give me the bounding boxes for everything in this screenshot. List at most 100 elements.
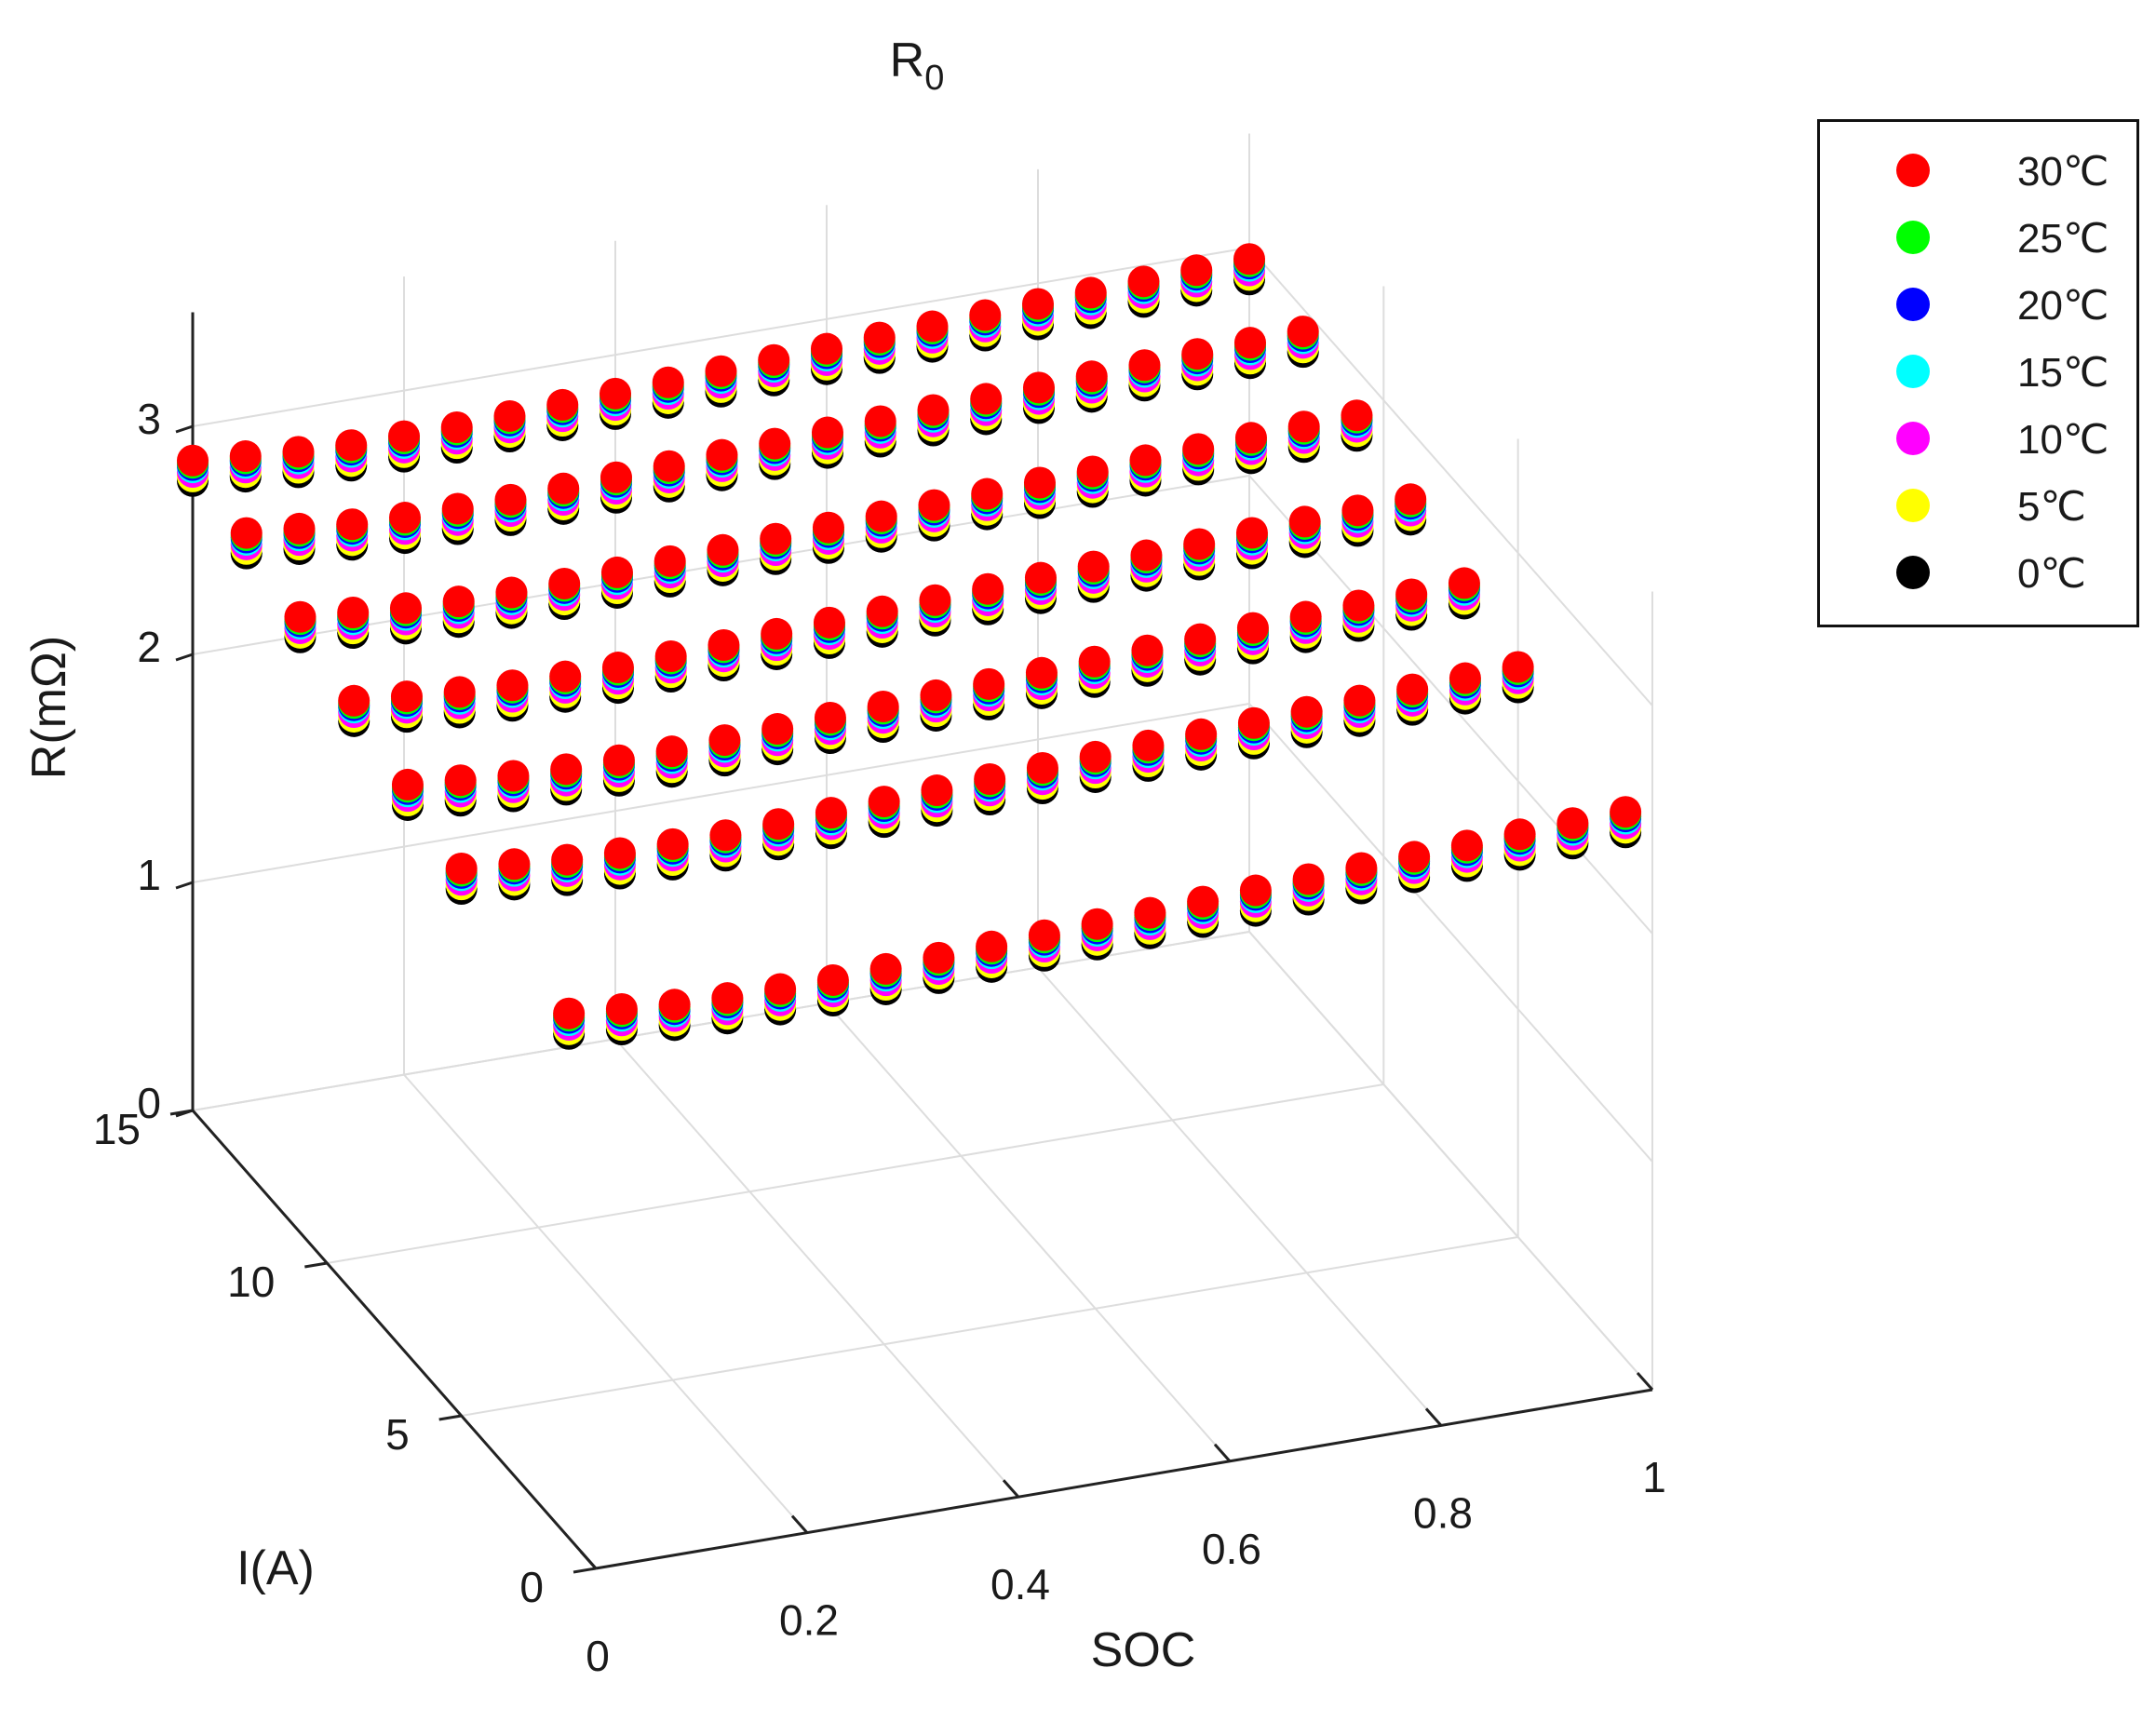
data-point bbox=[813, 606, 845, 639]
data-point bbox=[1341, 494, 1374, 527]
data-point bbox=[971, 478, 1004, 510]
data-point bbox=[1235, 517, 1268, 549]
y-tick bbox=[438, 1414, 462, 1421]
x-tick-label: 0.8 bbox=[1413, 1488, 1473, 1537]
grid-line bbox=[461, 1236, 1518, 1417]
legend-marker-25c bbox=[1896, 221, 1930, 254]
data-point bbox=[494, 483, 527, 516]
legend-label-30c: 30℃ bbox=[2017, 149, 2109, 195]
data-point bbox=[1450, 829, 1483, 862]
x-axis-label: SOC bbox=[1091, 1623, 1196, 1677]
data-point bbox=[707, 533, 739, 566]
data-point bbox=[1132, 729, 1165, 761]
data-point bbox=[868, 786, 900, 818]
data-point bbox=[706, 438, 738, 471]
data-point bbox=[338, 684, 371, 717]
x-tick-label: 1 bbox=[1642, 1453, 1666, 1501]
x-tick-label: 0.4 bbox=[990, 1560, 1050, 1608]
data-point bbox=[1023, 466, 1056, 499]
z-tick-label: 0 bbox=[137, 1079, 161, 1127]
legend-marker-30c bbox=[1896, 154, 1930, 187]
x-tick-label: 0.2 bbox=[779, 1596, 839, 1645]
legend-label-5c: 5℃ bbox=[2017, 484, 2086, 530]
data-point bbox=[440, 411, 473, 443]
data-point bbox=[656, 827, 689, 860]
data-point bbox=[708, 724, 741, 757]
data-point bbox=[1074, 276, 1107, 309]
data-point bbox=[1233, 243, 1265, 276]
legend-marker-0c bbox=[1896, 556, 1930, 589]
data-point bbox=[1184, 623, 1217, 655]
y-axis-line bbox=[191, 1110, 598, 1569]
data-point bbox=[923, 941, 955, 974]
data-point bbox=[916, 310, 949, 343]
data-point bbox=[976, 930, 1008, 962]
data-point bbox=[284, 600, 317, 633]
y-tick-label: 15 bbox=[93, 1105, 141, 1153]
data-point bbox=[865, 500, 897, 532]
data-point bbox=[811, 332, 842, 365]
x-tick-label: 0.6 bbox=[1202, 1525, 1261, 1573]
z-tick-label: 1 bbox=[137, 851, 161, 899]
data-point bbox=[1342, 589, 1375, 622]
data-point bbox=[705, 355, 737, 387]
z-tick bbox=[175, 1109, 194, 1118]
data-point bbox=[969, 299, 1002, 331]
data-point bbox=[1028, 919, 1060, 951]
data-point bbox=[655, 735, 688, 768]
data-point bbox=[1026, 751, 1058, 784]
data-point bbox=[496, 669, 529, 702]
data-point bbox=[758, 343, 790, 376]
data-point bbox=[1129, 444, 1162, 477]
grid-line bbox=[192, 247, 1250, 427]
points-layer bbox=[177, 243, 1642, 1050]
data-point bbox=[1079, 740, 1112, 773]
x-tick bbox=[579, 1551, 598, 1569]
y-tick-label: 5 bbox=[385, 1410, 410, 1459]
data-point bbox=[863, 321, 896, 354]
data-point bbox=[1183, 528, 1216, 560]
data-point bbox=[549, 660, 582, 693]
x-tick bbox=[1002, 1479, 1020, 1499]
data-point bbox=[600, 461, 632, 493]
data-point bbox=[495, 576, 528, 609]
data-point bbox=[337, 597, 370, 628]
data-point bbox=[1288, 505, 1321, 538]
data-point bbox=[230, 517, 263, 549]
data-point bbox=[1449, 662, 1481, 694]
data-point bbox=[389, 592, 422, 625]
grid-line bbox=[403, 1073, 808, 1534]
grid-line bbox=[192, 703, 1250, 883]
data-point bbox=[760, 522, 792, 555]
data-point bbox=[603, 837, 636, 869]
x-tick bbox=[1424, 1407, 1443, 1427]
data-point bbox=[1025, 656, 1058, 689]
data-point bbox=[336, 508, 369, 541]
data-point bbox=[1292, 863, 1325, 895]
data-point bbox=[1128, 349, 1161, 382]
data-point bbox=[917, 394, 950, 426]
data-point bbox=[498, 848, 531, 881]
data-point bbox=[921, 774, 953, 807]
data-point bbox=[1398, 841, 1431, 873]
data-point bbox=[1078, 645, 1111, 678]
data-point bbox=[652, 366, 684, 398]
data-point bbox=[600, 556, 633, 588]
legend-label-25c: 25℃ bbox=[2017, 216, 2109, 262]
y-tick-label: 10 bbox=[227, 1258, 275, 1306]
x-tick bbox=[1636, 1372, 1654, 1391]
data-point bbox=[177, 444, 209, 477]
data-point bbox=[973, 667, 1005, 700]
grid-line bbox=[1248, 931, 1653, 1391]
data-point bbox=[1395, 483, 1427, 516]
legend-marker-20c bbox=[1896, 288, 1930, 321]
data-point bbox=[1185, 718, 1218, 750]
data-point bbox=[547, 472, 580, 504]
legend-item-15c: 15℃ bbox=[1820, 342, 2136, 401]
grid-line bbox=[1248, 703, 1653, 1163]
data-point bbox=[866, 595, 898, 627]
data-point bbox=[1131, 634, 1164, 666]
x-tick bbox=[1213, 1443, 1232, 1462]
